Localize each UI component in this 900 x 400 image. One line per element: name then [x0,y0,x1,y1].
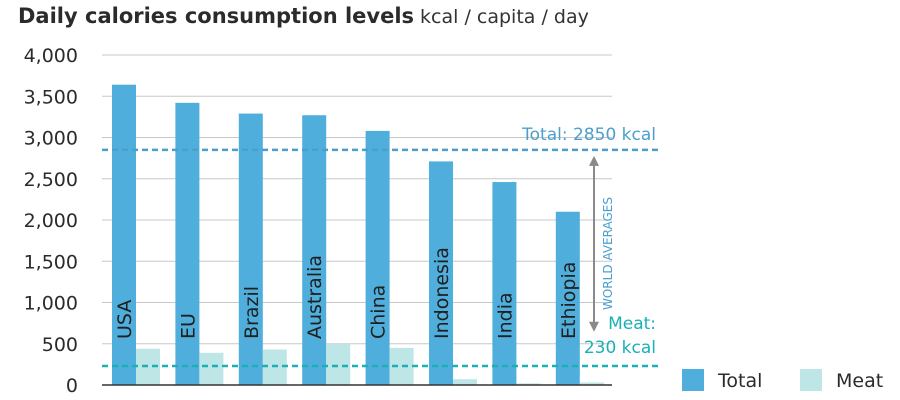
category-label: China [368,285,390,339]
bar-total [365,130,390,385]
category-label: Indonesia [431,247,453,339]
bar-total [238,113,263,385]
chart-title: Daily calories consumption levels [18,4,415,28]
world-average-meat-label-line1: Meat: [608,314,656,334]
world-average-total-label: Total: 2850 kcal [521,125,656,145]
y-tick-label: 1,500 [24,251,78,273]
category-label: Australia [304,255,326,339]
chart-subtitle: kcal / capita / day [420,6,589,28]
legend-swatch-meat [800,369,822,391]
bar-total [112,84,136,385]
y-tick-label: 4,000 [24,45,78,67]
arrow-up-icon [589,155,599,166]
y-tick-label: 2,000 [24,210,78,232]
bar-meat [453,379,477,385]
y-tick-label: 500 [42,334,78,356]
arrow-down-icon [589,321,599,332]
bar-total [175,102,200,385]
bar-total [555,211,580,385]
bar-total [429,161,453,385]
y-tick-label: 1,000 [24,293,78,315]
bar-meat [199,352,224,385]
category-label: Ethiopia [558,262,580,339]
category-label: EU [177,313,199,339]
category-label: Brazil [241,286,263,339]
bar-meat [516,383,541,385]
y-tick-label: 3,500 [24,86,78,108]
y-tick-label: 3,000 [24,128,78,150]
bar-total [492,182,517,385]
legend-swatch-total [682,369,704,391]
bar-meat [326,343,351,385]
world-average-meat-label-line2: 230 kcal [584,338,656,358]
chart-title-row: Daily calories consumption levels kcal / … [18,4,589,28]
y-tick-label: 0 [66,375,78,397]
legend-label-meat: Meat [836,370,883,392]
bar-total [302,115,327,385]
category-label: India [494,292,516,339]
world-averages-annotation: WORLD AVERAGES [601,197,615,310]
category-label: USA [114,300,136,339]
legend-label-total: Total [717,370,762,392]
bar-meat [579,382,604,385]
y-tick-label: 2,500 [24,169,78,191]
